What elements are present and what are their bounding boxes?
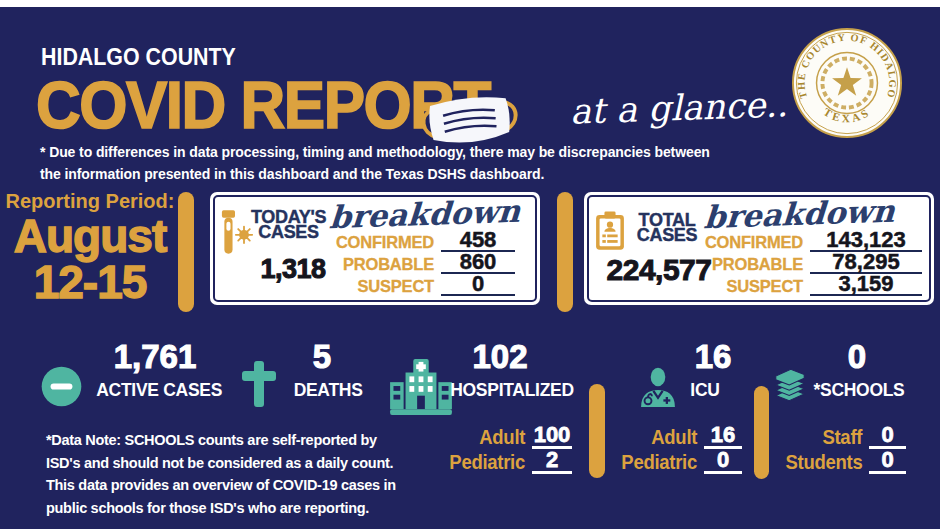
disclaimer-line2: the information presented in this dashbo… xyxy=(40,163,710,185)
schools-label: *SCHOOLS xyxy=(811,379,907,401)
schools-value: 0 xyxy=(824,338,890,376)
data-note-line1: *Data Note: SCHOOLS counts are self-repo… xyxy=(46,429,396,452)
data-note-line4: public schools for those ISD's who are r… xyxy=(46,497,396,520)
breakdown-rows: CONFIRMED458 PROBABLE860 SUSPECT0 xyxy=(325,230,515,296)
data-note: *Data Note: SCHOOLS counts are self-repo… xyxy=(46,429,396,519)
deaths-label: DEATHS xyxy=(294,379,355,401)
detail-row: Pediatric2 xyxy=(420,449,572,474)
divider-pill xyxy=(557,192,573,312)
breakdown-row: PROBABLE860 xyxy=(325,252,515,274)
data-note-line3: This data provides an overview of COVID-… xyxy=(46,474,396,497)
reporting-period: Reporting Period: August 12-15 xyxy=(2,190,178,305)
cross-icon xyxy=(242,361,276,407)
reporting-period-days: 12-15 xyxy=(2,259,178,305)
clipboard-icon xyxy=(594,209,626,253)
breakdown-row: SUSPECT3,159 xyxy=(684,274,922,296)
hospitalized-detail: Adult100 Pediatric2 xyxy=(420,424,572,474)
total-cases-panel: TOTAL CASES 224,577 breakdown CONFIRMED1… xyxy=(584,192,934,305)
todays-cases-panel: TODAY'S CASES 1,318 breakdown CONFIRMED4… xyxy=(210,192,540,305)
hospitalized-label: HOSPITALIZED xyxy=(449,379,574,401)
active-cases-value: 1,761 xyxy=(95,338,215,376)
top-strip xyxy=(0,0,940,7)
icu-value: 16 xyxy=(680,338,746,376)
divider-pill xyxy=(178,192,194,312)
detail-row: Students0 xyxy=(740,449,906,474)
schools-detail: Staff0 Students0 xyxy=(740,424,906,474)
covid-report-dashboard: HIDALGO COUNTY COVID REPORT at a glance.… xyxy=(0,0,940,529)
doctor-icon xyxy=(638,366,678,408)
detail-row: Adult16 xyxy=(580,424,742,449)
tagline: at a glance.. xyxy=(569,84,788,132)
reporting-period-month: August xyxy=(2,213,178,259)
icu-label: ICU xyxy=(675,379,736,401)
disclaimer: * Due to differences in data processing,… xyxy=(40,141,710,185)
panel-title: TODAY'S CASES xyxy=(246,210,331,240)
icu-detail: Adult16 Pediatric0 xyxy=(580,424,742,474)
detail-row: Staff0 xyxy=(740,424,906,449)
detail-row: Adult100 xyxy=(420,424,572,449)
county-seal: THE COUNTY OF HIDALGO TEXAS xyxy=(790,26,904,140)
disclaimer-line1: * Due to differences in data processing,… xyxy=(40,141,710,163)
books-icon xyxy=(772,362,808,408)
data-note-line2: ISD's and should not be considered as a … xyxy=(46,452,396,475)
active-cases-label: ACTIVE CASES xyxy=(96,379,216,401)
breakdown-row: SUSPECT0 xyxy=(325,274,515,296)
breakdown-rows: CONFIRMED143,123 PROBABLE78,295 SUSPECT3… xyxy=(684,230,922,296)
hospitalized-value: 102 xyxy=(440,338,560,376)
deaths-value: 5 xyxy=(292,338,352,376)
detail-row: Pediatric0 xyxy=(580,449,742,474)
minus-circle-icon xyxy=(41,366,82,407)
